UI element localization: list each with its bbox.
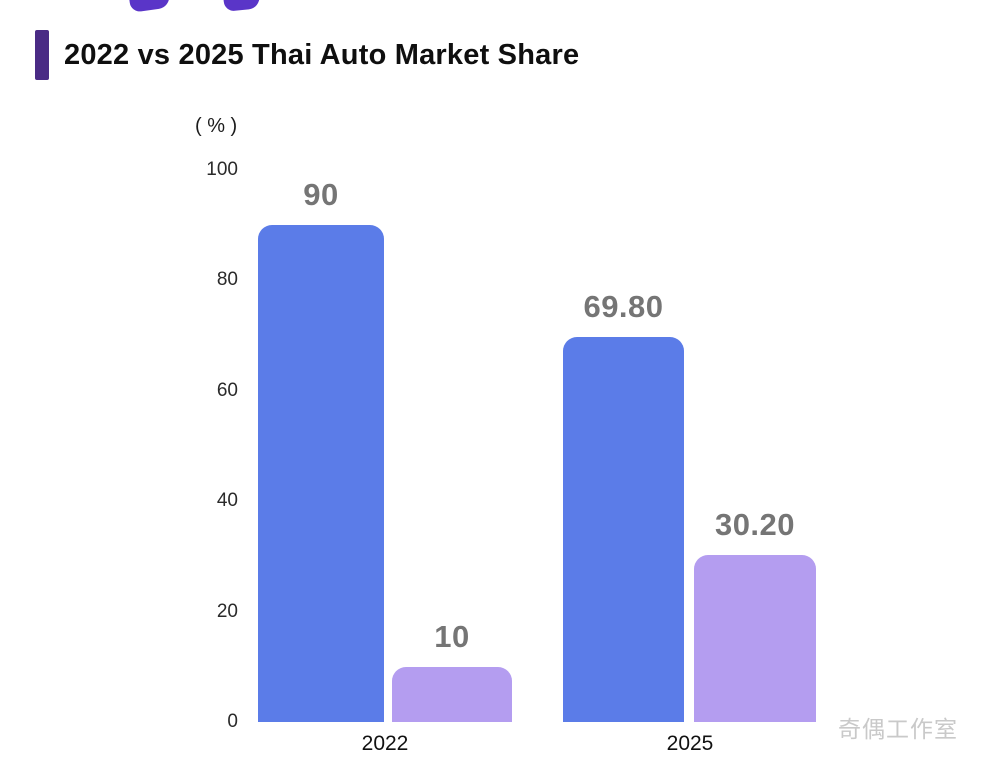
cutoff-text-fragment [223,0,261,12]
y-axis-tick-label: 80 [216,269,238,291]
bar-2022-series1 [258,225,384,722]
y-axis-tick-label: 40 [216,490,238,512]
plot-area: 100 80 60 40 20 0 90 69.80 10 30.20 2022 2025 [206,159,830,755]
x-axis-label-2025: 2025 [666,732,714,755]
y-axis-tick-label: 20 [216,600,238,622]
bar-2022-series2 [392,666,512,722]
chart-title: 2022 vs 2025 Thai Auto Market Share [64,38,580,71]
cutoff-text-fragment [129,0,171,13]
bar-2025-series2 [694,555,816,722]
bar-value-label: 90 [303,177,339,213]
bar-2025-series1 [563,336,684,722]
y-axis-unit-label: ( % ) [195,115,238,137]
y-axis-tick-label: 0 [227,711,238,732]
bar-value-label: 69.80 [583,288,664,324]
title-row: 2022 vs 2025 Thai Auto Market Share [35,30,579,80]
watermark: 奇偶工作室 [838,716,958,742]
y-axis-tick-label: 60 [216,379,238,401]
title-accent-bar [35,30,49,80]
x-axis-label-2022: 2022 [361,732,409,755]
y-axis-tick-label: 100 [206,159,238,180]
bar-value-label: 10 [434,618,470,654]
bar-value-label: 30.20 [714,507,796,543]
